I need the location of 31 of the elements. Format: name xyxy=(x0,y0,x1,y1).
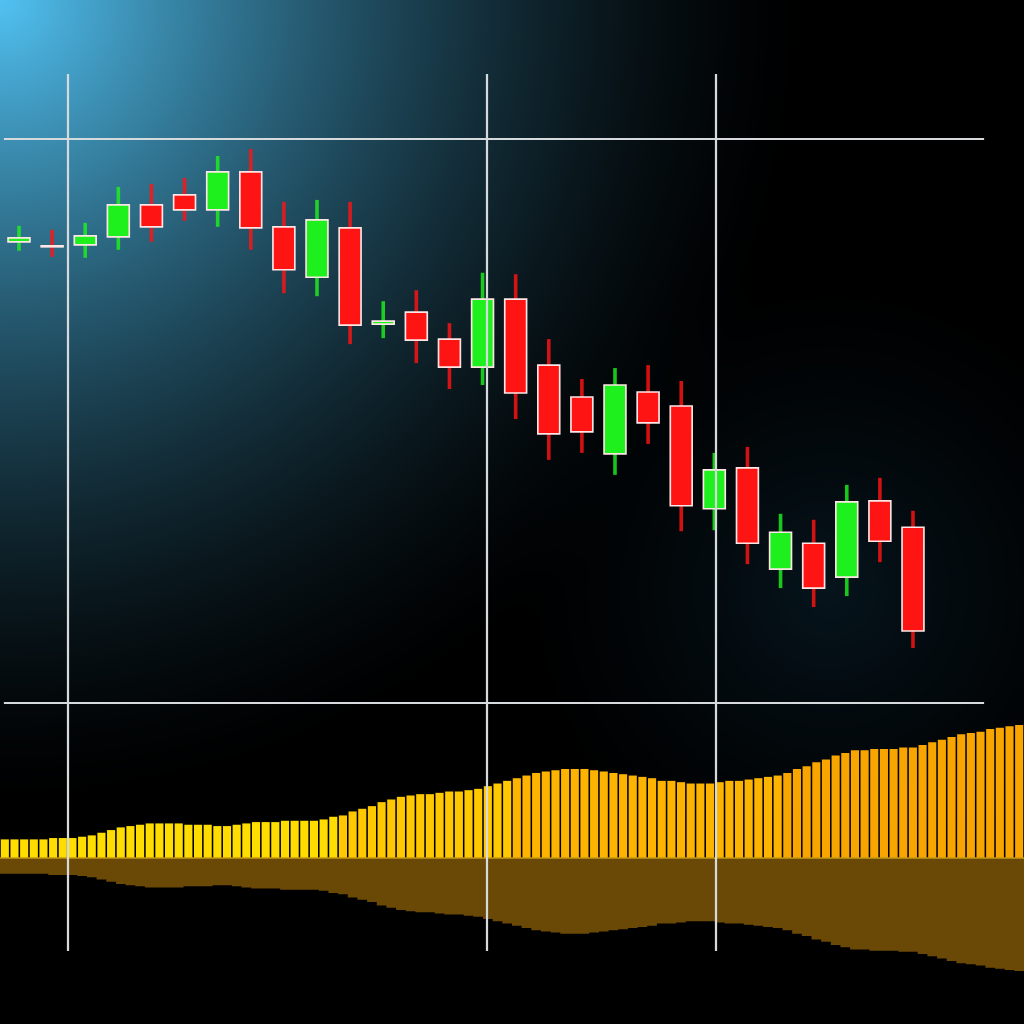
candlestick xyxy=(7,225,31,251)
bar xyxy=(821,759,831,858)
bar xyxy=(705,783,715,858)
bar xyxy=(338,815,347,858)
bar xyxy=(396,796,405,858)
bar xyxy=(222,826,232,858)
bar xyxy=(734,780,744,858)
bar xyxy=(251,822,261,858)
candlestick xyxy=(40,229,64,257)
bar xyxy=(58,838,67,858)
candlestick xyxy=(73,222,97,258)
bar xyxy=(309,820,319,858)
bar xyxy=(648,778,657,858)
bar xyxy=(280,820,290,858)
bar xyxy=(193,824,203,858)
bar xyxy=(136,824,145,858)
bar xyxy=(165,823,174,858)
bar xyxy=(879,748,888,858)
bar xyxy=(908,747,917,858)
bar xyxy=(783,772,792,858)
bar xyxy=(619,774,628,858)
bar xyxy=(107,830,116,858)
bar xyxy=(677,782,686,858)
bar xyxy=(792,768,802,858)
candlestick xyxy=(172,176,197,221)
candlestick xyxy=(371,301,395,339)
bar xyxy=(850,750,859,858)
candlestick xyxy=(139,182,164,242)
bar xyxy=(763,776,773,858)
bar xyxy=(367,806,376,858)
bar xyxy=(773,775,782,858)
